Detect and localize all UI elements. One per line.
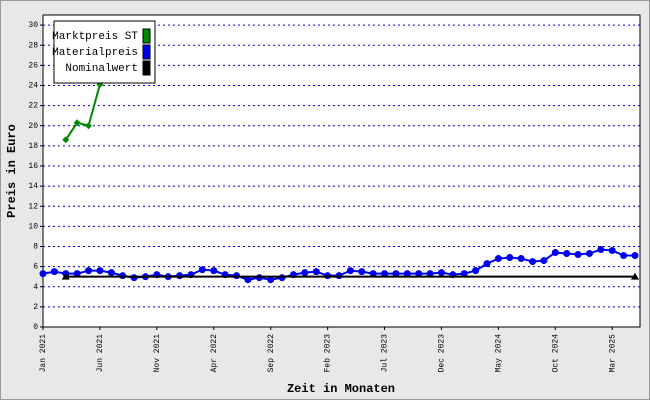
data-point <box>574 251 582 259</box>
y-tick-label: 4 <box>33 283 38 292</box>
legend-swatch <box>142 44 151 60</box>
legend-swatch <box>142 60 151 76</box>
data-point <box>620 252 628 260</box>
y-tick-label: 10 <box>28 222 38 231</box>
y-tick-label: 8 <box>33 243 38 252</box>
x-tick-label: Dec 2023 <box>438 334 447 373</box>
x-tick-label: Apr 2022 <box>210 334 219 373</box>
legend-swatch <box>142 28 151 44</box>
x-tick-label: Feb 2023 <box>324 334 333 373</box>
y-tick-label: 30 <box>28 21 38 30</box>
y-tick-label: 28 <box>28 41 38 50</box>
x-tick-label: Sep 2022 <box>267 334 276 373</box>
data-point <box>50 268 58 276</box>
data-point <box>198 266 206 274</box>
data-point <box>130 274 138 282</box>
y-tick-label: 0 <box>33 323 38 332</box>
data-point <box>255 274 263 282</box>
y-tick-label: 2 <box>33 303 38 312</box>
data-point <box>244 276 252 284</box>
data-point <box>358 268 366 276</box>
data-point <box>631 252 639 260</box>
data-point <box>301 269 309 277</box>
data-point <box>517 255 525 263</box>
legend-label: Nominalwert <box>65 63 138 75</box>
legend-box <box>53 20 156 84</box>
y-axis-title: Preis in Euro <box>5 124 19 218</box>
x-tick-label: Jul 2023 <box>381 334 390 373</box>
data-point <box>324 272 332 280</box>
data-point <box>346 267 354 275</box>
data-point <box>483 260 491 268</box>
data-point <box>472 267 480 275</box>
x-tick-label: Nov 2021 <box>153 334 162 373</box>
data-point <box>233 272 241 280</box>
x-tick-label: Jan 2021 <box>39 334 48 373</box>
data-point <box>506 254 514 262</box>
x-axis-title: Zeit in Monaten <box>287 382 395 396</box>
data-point <box>73 270 81 278</box>
data-point <box>335 272 343 280</box>
data-point <box>631 272 639 280</box>
data-point <box>415 270 423 278</box>
data-point <box>437 269 445 277</box>
data-point <box>312 268 320 276</box>
data-point <box>107 269 115 277</box>
y-tick-label: 16 <box>28 162 38 171</box>
data-point <box>278 274 286 282</box>
data-point <box>73 119 81 127</box>
data-point <box>585 250 593 258</box>
data-point <box>540 257 548 265</box>
data-point <box>403 270 411 278</box>
data-point <box>210 267 218 275</box>
data-point <box>494 255 502 263</box>
data-point <box>119 272 127 280</box>
data-point <box>381 270 389 278</box>
data-point <box>267 276 275 284</box>
y-tick-label: 18 <box>28 142 38 151</box>
data-point <box>597 246 605 254</box>
y-tick-label: 12 <box>28 202 38 211</box>
data-point <box>563 250 571 258</box>
data-point <box>176 272 184 280</box>
x-tick-label: Jun 2021 <box>96 334 105 373</box>
data-point <box>62 136 70 144</box>
y-tick-label: 22 <box>28 102 38 111</box>
legend-label: Marktpreis ST <box>52 31 138 43</box>
x-tick-label: May 2024 <box>494 334 503 373</box>
data-point <box>39 270 47 278</box>
y-tick-label: 26 <box>28 61 38 70</box>
y-tick-label: 14 <box>28 182 38 191</box>
x-tick-label: Oct 2024 <box>551 334 560 373</box>
legend-label: Materialpreis <box>52 47 138 59</box>
data-point <box>85 267 93 275</box>
data-point <box>96 267 104 275</box>
data-point <box>392 270 400 278</box>
y-tick-label: 6 <box>33 263 38 272</box>
x-tick-label: Mar 2025 <box>608 334 617 373</box>
data-point <box>426 270 434 278</box>
data-point <box>85 122 93 130</box>
data-point <box>529 258 537 266</box>
data-point <box>460 270 468 278</box>
data-point <box>61 272 70 280</box>
data-point <box>551 249 559 257</box>
y-tick-label: 24 <box>28 82 38 91</box>
y-tick-label: 20 <box>28 122 38 131</box>
series-line <box>64 84 101 141</box>
data-point <box>369 270 377 278</box>
data-point <box>608 247 616 255</box>
